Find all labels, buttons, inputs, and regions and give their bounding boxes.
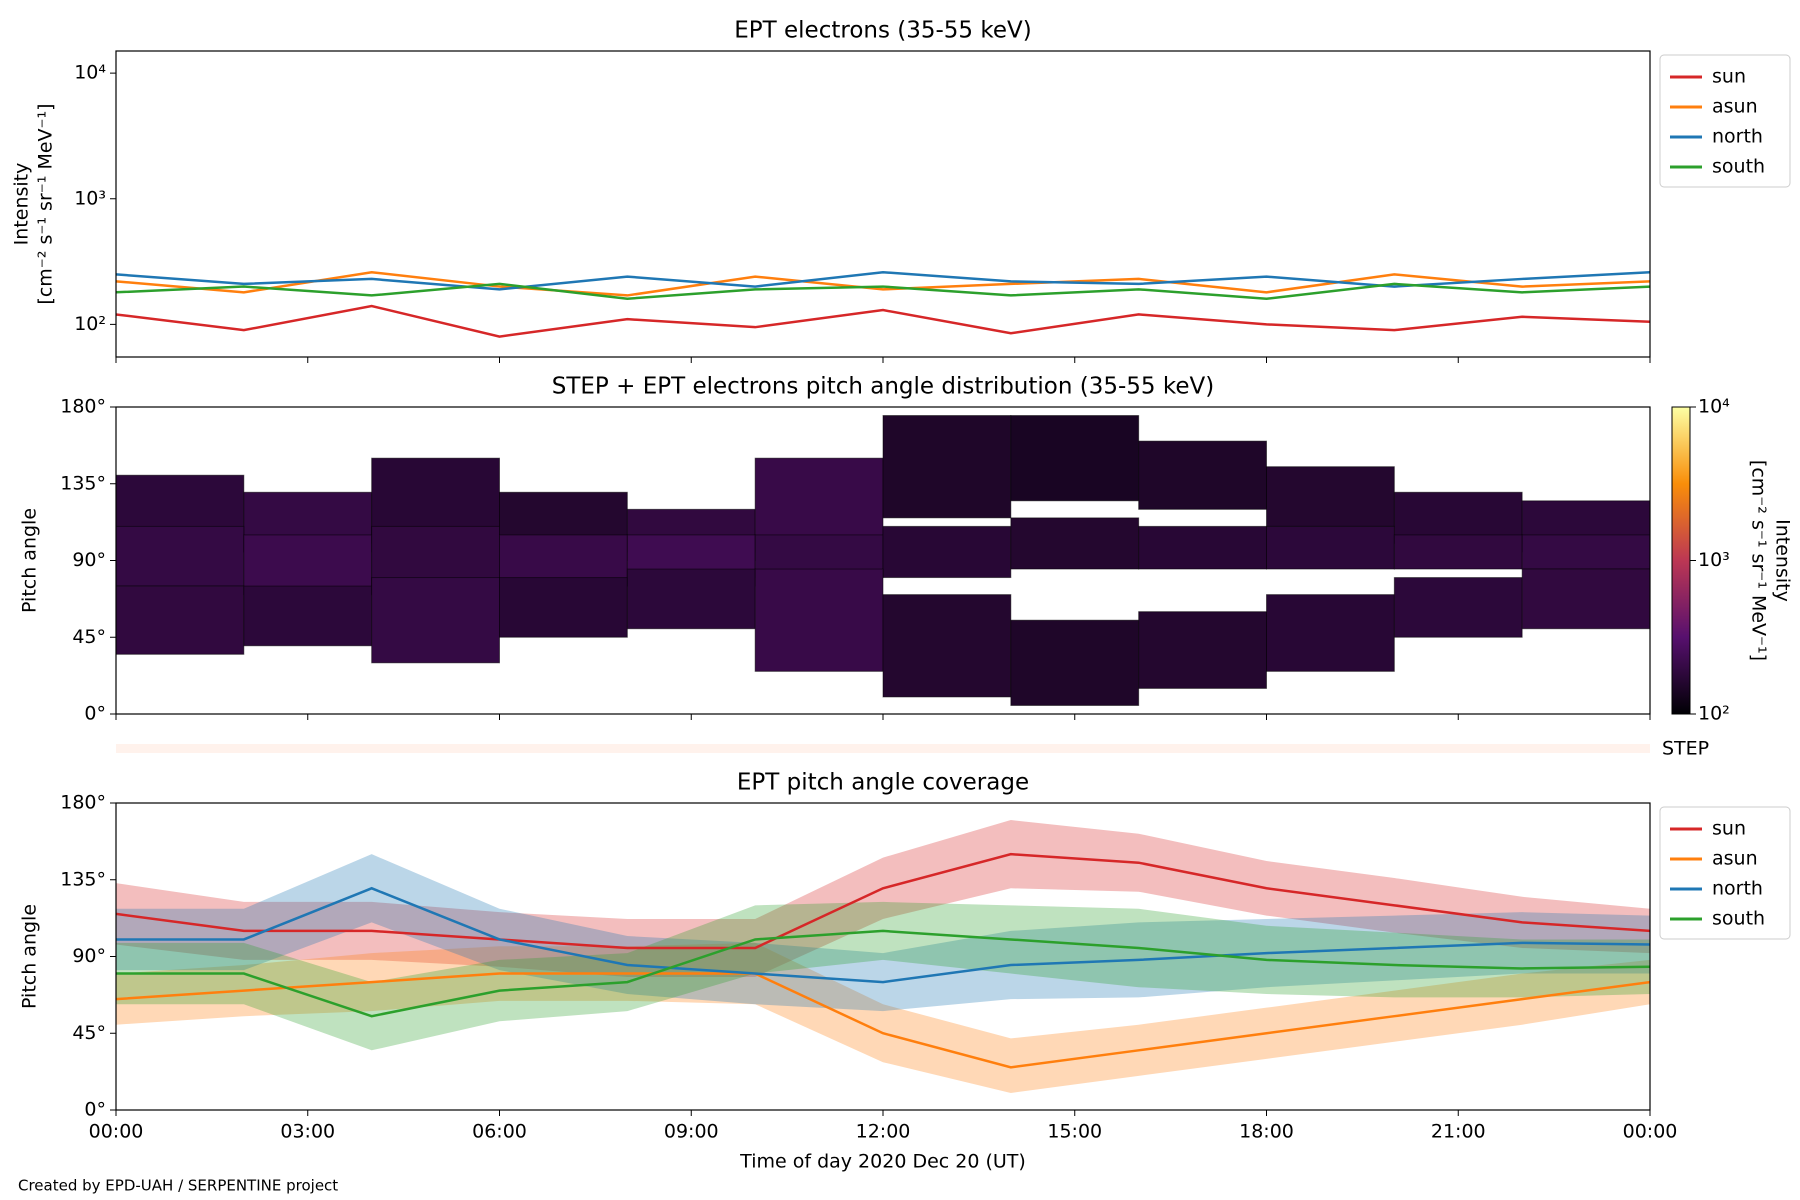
colorbar-tick-label: 10⁴ [1698, 396, 1730, 418]
series-line [116, 270, 1650, 291]
pitch-cell [1266, 466, 1395, 527]
pitch-cell [1010, 517, 1140, 570]
colorbar-label: [cm⁻² s⁻¹ sr⁻¹ MeV⁻¹] [1748, 460, 1770, 661]
legend-label: south [1712, 156, 1765, 178]
y-tick-label: 180° [60, 396, 106, 418]
pitch-cell [882, 594, 1012, 698]
legend-label: asun [1712, 96, 1758, 118]
y-tick-label: 135° [60, 868, 106, 890]
pitch-cell [1393, 534, 1523, 570]
series-line [116, 282, 1650, 300]
pitch-cell [1138, 440, 1267, 510]
pitch-cell [626, 568, 756, 630]
plot-area [116, 415, 1650, 706]
pitch-cell [1010, 415, 1140, 502]
y-tick-label: 10³ [74, 187, 106, 209]
chart-title: EPT pitch angle coverage [737, 770, 1029, 796]
pitch-cell [1266, 525, 1395, 570]
pitch-cell [754, 568, 884, 672]
pitch-cell [882, 415, 1012, 519]
legend-label: sun [1712, 66, 1746, 88]
y-tick-label: 0° [84, 1099, 106, 1121]
series-line [116, 304, 1650, 338]
pitch-cell [116, 585, 245, 655]
colorbar-label: Intensity [1772, 519, 1794, 602]
x-tick-label: 03:00 [280, 1121, 335, 1143]
chart-title: STEP + EPT electrons pitch angle distrib… [552, 374, 1214, 400]
x-tick-label: 12:00 [856, 1121, 911, 1143]
x-tick-label: 21:00 [1431, 1121, 1486, 1143]
pitch-cell [1266, 594, 1395, 672]
coverage-band [116, 901, 1650, 1051]
legend-label: north [1712, 878, 1763, 900]
pitch-cell [499, 577, 628, 638]
x-tick-label: 06:00 [472, 1121, 527, 1143]
pitch-cell [1521, 534, 1650, 570]
pitch-cell [371, 577, 500, 664]
y-axis-label: [cm⁻² s⁻¹ sr⁻¹ MeV⁻¹] [35, 103, 57, 304]
pitch-cell [1393, 577, 1523, 638]
y-tick-label: 0° [84, 703, 106, 725]
legend-box [1659, 54, 1791, 188]
pitch-cell [116, 525, 245, 587]
footer: Created by EPD-UAH / SERPENTINE project [18, 1177, 338, 1195]
series-line [116, 852, 1650, 950]
x-tick-label: 09:00 [664, 1121, 719, 1143]
x-axis-label: Time of day 2020 Dec 20 (UT) [739, 1151, 1026, 1173]
y-axis-label: Pitch angle [19, 904, 41, 1009]
series-line [116, 886, 1650, 984]
pitch-cell [1138, 611, 1267, 689]
x-tick-label: 00:00 [89, 1121, 144, 1143]
axes-frame [115, 802, 1651, 1111]
pitch-cell [1521, 568, 1650, 630]
legend-label: sun [1712, 818, 1746, 840]
series-line [116, 929, 1650, 1018]
plot-area [116, 820, 1650, 1093]
pitch-cell [1138, 525, 1267, 570]
colorbar-tick-label: 10² [1698, 703, 1730, 725]
y-tick-label: 180° [60, 792, 106, 814]
coverage-band [116, 820, 1650, 977]
series-line [116, 270, 1650, 297]
pitch-cell [882, 525, 1012, 579]
y-tick-label: 135° [60, 472, 106, 494]
y-tick-label: 10² [74, 313, 106, 335]
strip-label: STEP [1662, 738, 1709, 760]
axes-frame [115, 50, 1651, 358]
legend-label: north [1712, 126, 1763, 148]
legend-label: south [1712, 908, 1765, 930]
colorbar-tick-label: 10³ [1698, 549, 1730, 571]
y-tick-label: 90° [72, 945, 106, 967]
pitch-cell [243, 585, 373, 647]
step-strip [116, 744, 1650, 753]
y-axis-label: Pitch angle [19, 508, 41, 613]
x-tick-label: 15:00 [1047, 1121, 1102, 1143]
colorbar [1671, 406, 1691, 715]
x-tick-label: 00:00 [1623, 1121, 1678, 1143]
legend-label: asun [1712, 848, 1758, 870]
y-tick-label: 45° [72, 1022, 106, 1044]
legend-box [1659, 806, 1791, 940]
coverage-band [116, 942, 1650, 1093]
axes-frame [115, 406, 1651, 715]
y-tick-label: 90° [72, 549, 106, 571]
chart-title: EPT electrons (35-55 keV) [734, 18, 1031, 44]
y-axis-label: Intensity [11, 163, 33, 246]
coverage-band [116, 854, 1650, 1012]
y-tick-label: 45° [72, 626, 106, 648]
pitch-cell [1010, 619, 1140, 706]
y-tick-label: 10⁴ [74, 62, 106, 84]
plot-area [116, 270, 1650, 338]
x-tick-label: 18:00 [1239, 1121, 1294, 1143]
series-line [116, 972, 1650, 1069]
